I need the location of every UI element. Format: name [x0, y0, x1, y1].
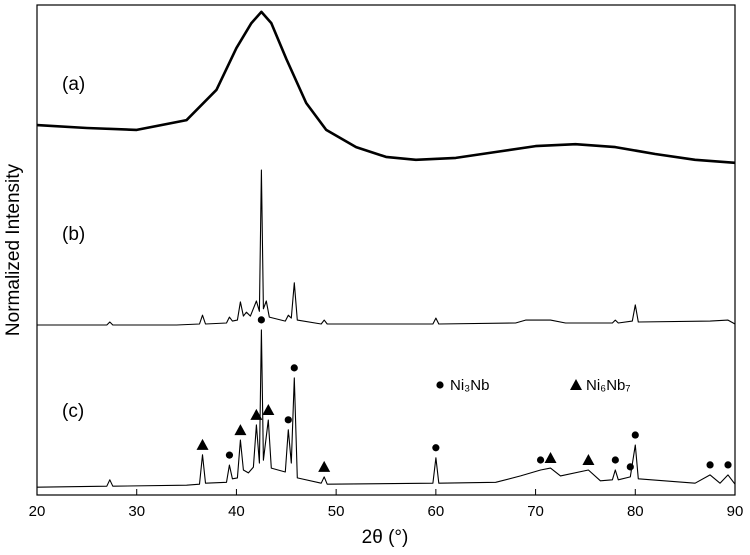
legend-label: Ni₃Nb — [450, 377, 489, 394]
phase-marker — [626, 463, 634, 471]
x-tick-label: 70 — [527, 503, 544, 520]
phase-marker — [432, 444, 440, 452]
phase-marker — [318, 460, 331, 472]
xrd-trace — [36, 329, 736, 488]
x-tick-label: 50 — [328, 503, 345, 520]
phase-marker — [544, 452, 557, 464]
phase-marker — [611, 456, 619, 464]
x-tick-label: 30 — [128, 503, 145, 520]
phase-marker — [250, 408, 263, 420]
legend-symbol — [570, 379, 582, 390]
x-axis-label: 2θ (°) — [362, 527, 409, 548]
phase-marker — [225, 451, 234, 459]
phase-marker — [262, 404, 275, 416]
phase-marker — [290, 364, 298, 372]
series-label: (c) — [62, 401, 84, 422]
phase-marker — [284, 416, 292, 424]
series-label: (a) — [62, 74, 85, 95]
phase-marker — [706, 461, 714, 469]
y-axis-label: Normalized Intensity — [3, 163, 24, 336]
phase-marker — [196, 438, 209, 450]
x-tick-label: 60 — [428, 503, 445, 520]
phase-marker — [234, 424, 247, 436]
x-tick-label: 40 — [228, 503, 245, 520]
phase-marker — [582, 454, 595, 466]
phase-marker — [536, 456, 545, 464]
legend-label: Ni₆Nb₇ — [586, 377, 631, 394]
phase-marker — [631, 431, 639, 439]
phase-marker — [724, 461, 732, 469]
plot-frame — [36, 4, 736, 496]
x-tick-label: 80 — [627, 503, 644, 520]
x-tick-label: 20 — [29, 503, 46, 520]
series-label: (b) — [62, 224, 85, 245]
x-tick-label: 90 — [727, 503, 744, 520]
phase-marker — [257, 316, 265, 324]
legend-symbol — [436, 381, 444, 389]
xrd-trace — [36, 10, 736, 165]
xrd-trace — [37, 169, 736, 326]
